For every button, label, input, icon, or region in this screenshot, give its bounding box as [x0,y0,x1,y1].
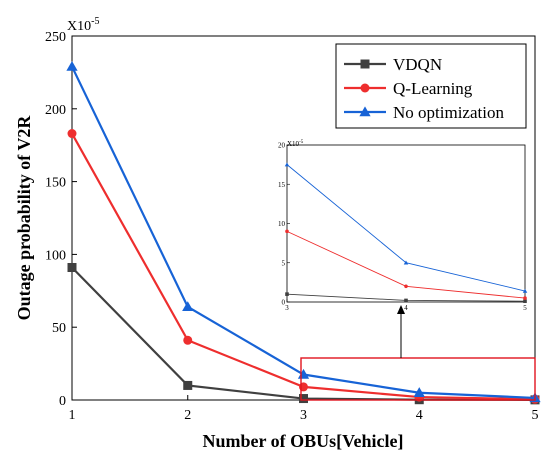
data-point [66,60,78,71]
y-scale-label: X10-5 [67,16,99,34]
legend-marker [359,106,371,117]
legend-marker [360,83,370,93]
inset-x-tick-label: 5 [523,304,527,312]
y-tick-label: 250 [45,30,66,45]
data-point [183,335,193,345]
x-tick-label: 5 [532,408,539,423]
y-tick-label: 100 [45,248,66,263]
data-point [183,380,193,390]
inset-y-tick-label: 10 [278,220,286,228]
inset-series-layer [284,162,528,304]
inset-y-tick-label: 20 [278,142,286,150]
data-point [299,394,308,404]
inset-axis-ticks: 3 4 5 0 5 10 15 20 [278,142,527,313]
inset-data-point [285,292,289,296]
zoom-connector [300,305,536,401]
x-tick-label: 1 [69,408,76,423]
inset-frame [286,144,526,303]
inset-data-point [523,296,527,300]
legend-label: VDQN [393,55,442,74]
inset-x-tick-label: 4 [404,304,408,312]
inset-zoom: X10-5 3 4 5 0 5 10 15 20 [278,140,536,401]
data-point [413,387,425,397]
inset-data-point [403,260,409,265]
inset-data-point [522,288,528,293]
x-tick-label: 2 [184,408,191,423]
y-tick-label: 200 [45,103,66,118]
inset-data-point [404,284,408,289]
legend-label: No optimization [393,103,504,122]
data-point [67,263,77,273]
legend: VDQN Q-Learning No optimization [335,43,527,129]
x-tick-label: 4 [416,408,423,423]
y-tick-label: 150 [45,176,66,191]
x-axis-title: Number of OBUs[Vehicle] [203,431,404,451]
inset-data-point [523,299,527,304]
y-tick-label: 0 [59,394,66,409]
inset-scale-label: X10-5 [287,140,304,148]
inset-data-point [404,298,408,303]
data-point [297,368,310,379]
zoom-highlight-box [300,357,536,401]
inset-data-point [285,229,289,234]
x-tick-label: 3 [300,408,307,423]
y-tick-label: 50 [52,321,66,336]
inset-x-tick-label: 3 [285,304,289,312]
inset-y-tick-label: 15 [278,181,286,189]
legend-marker [360,59,370,69]
data-point [182,301,194,312]
zoom-arrow-head [397,305,405,314]
inset-y-tick-label: 5 [282,259,286,267]
inset-y-tick-label: 0 [282,299,286,307]
legend-label: Q-Learning [393,79,473,98]
data-point [67,129,77,139]
inset-data-point [284,162,290,167]
y-axis-title: Outage probability of V2R [14,115,34,321]
